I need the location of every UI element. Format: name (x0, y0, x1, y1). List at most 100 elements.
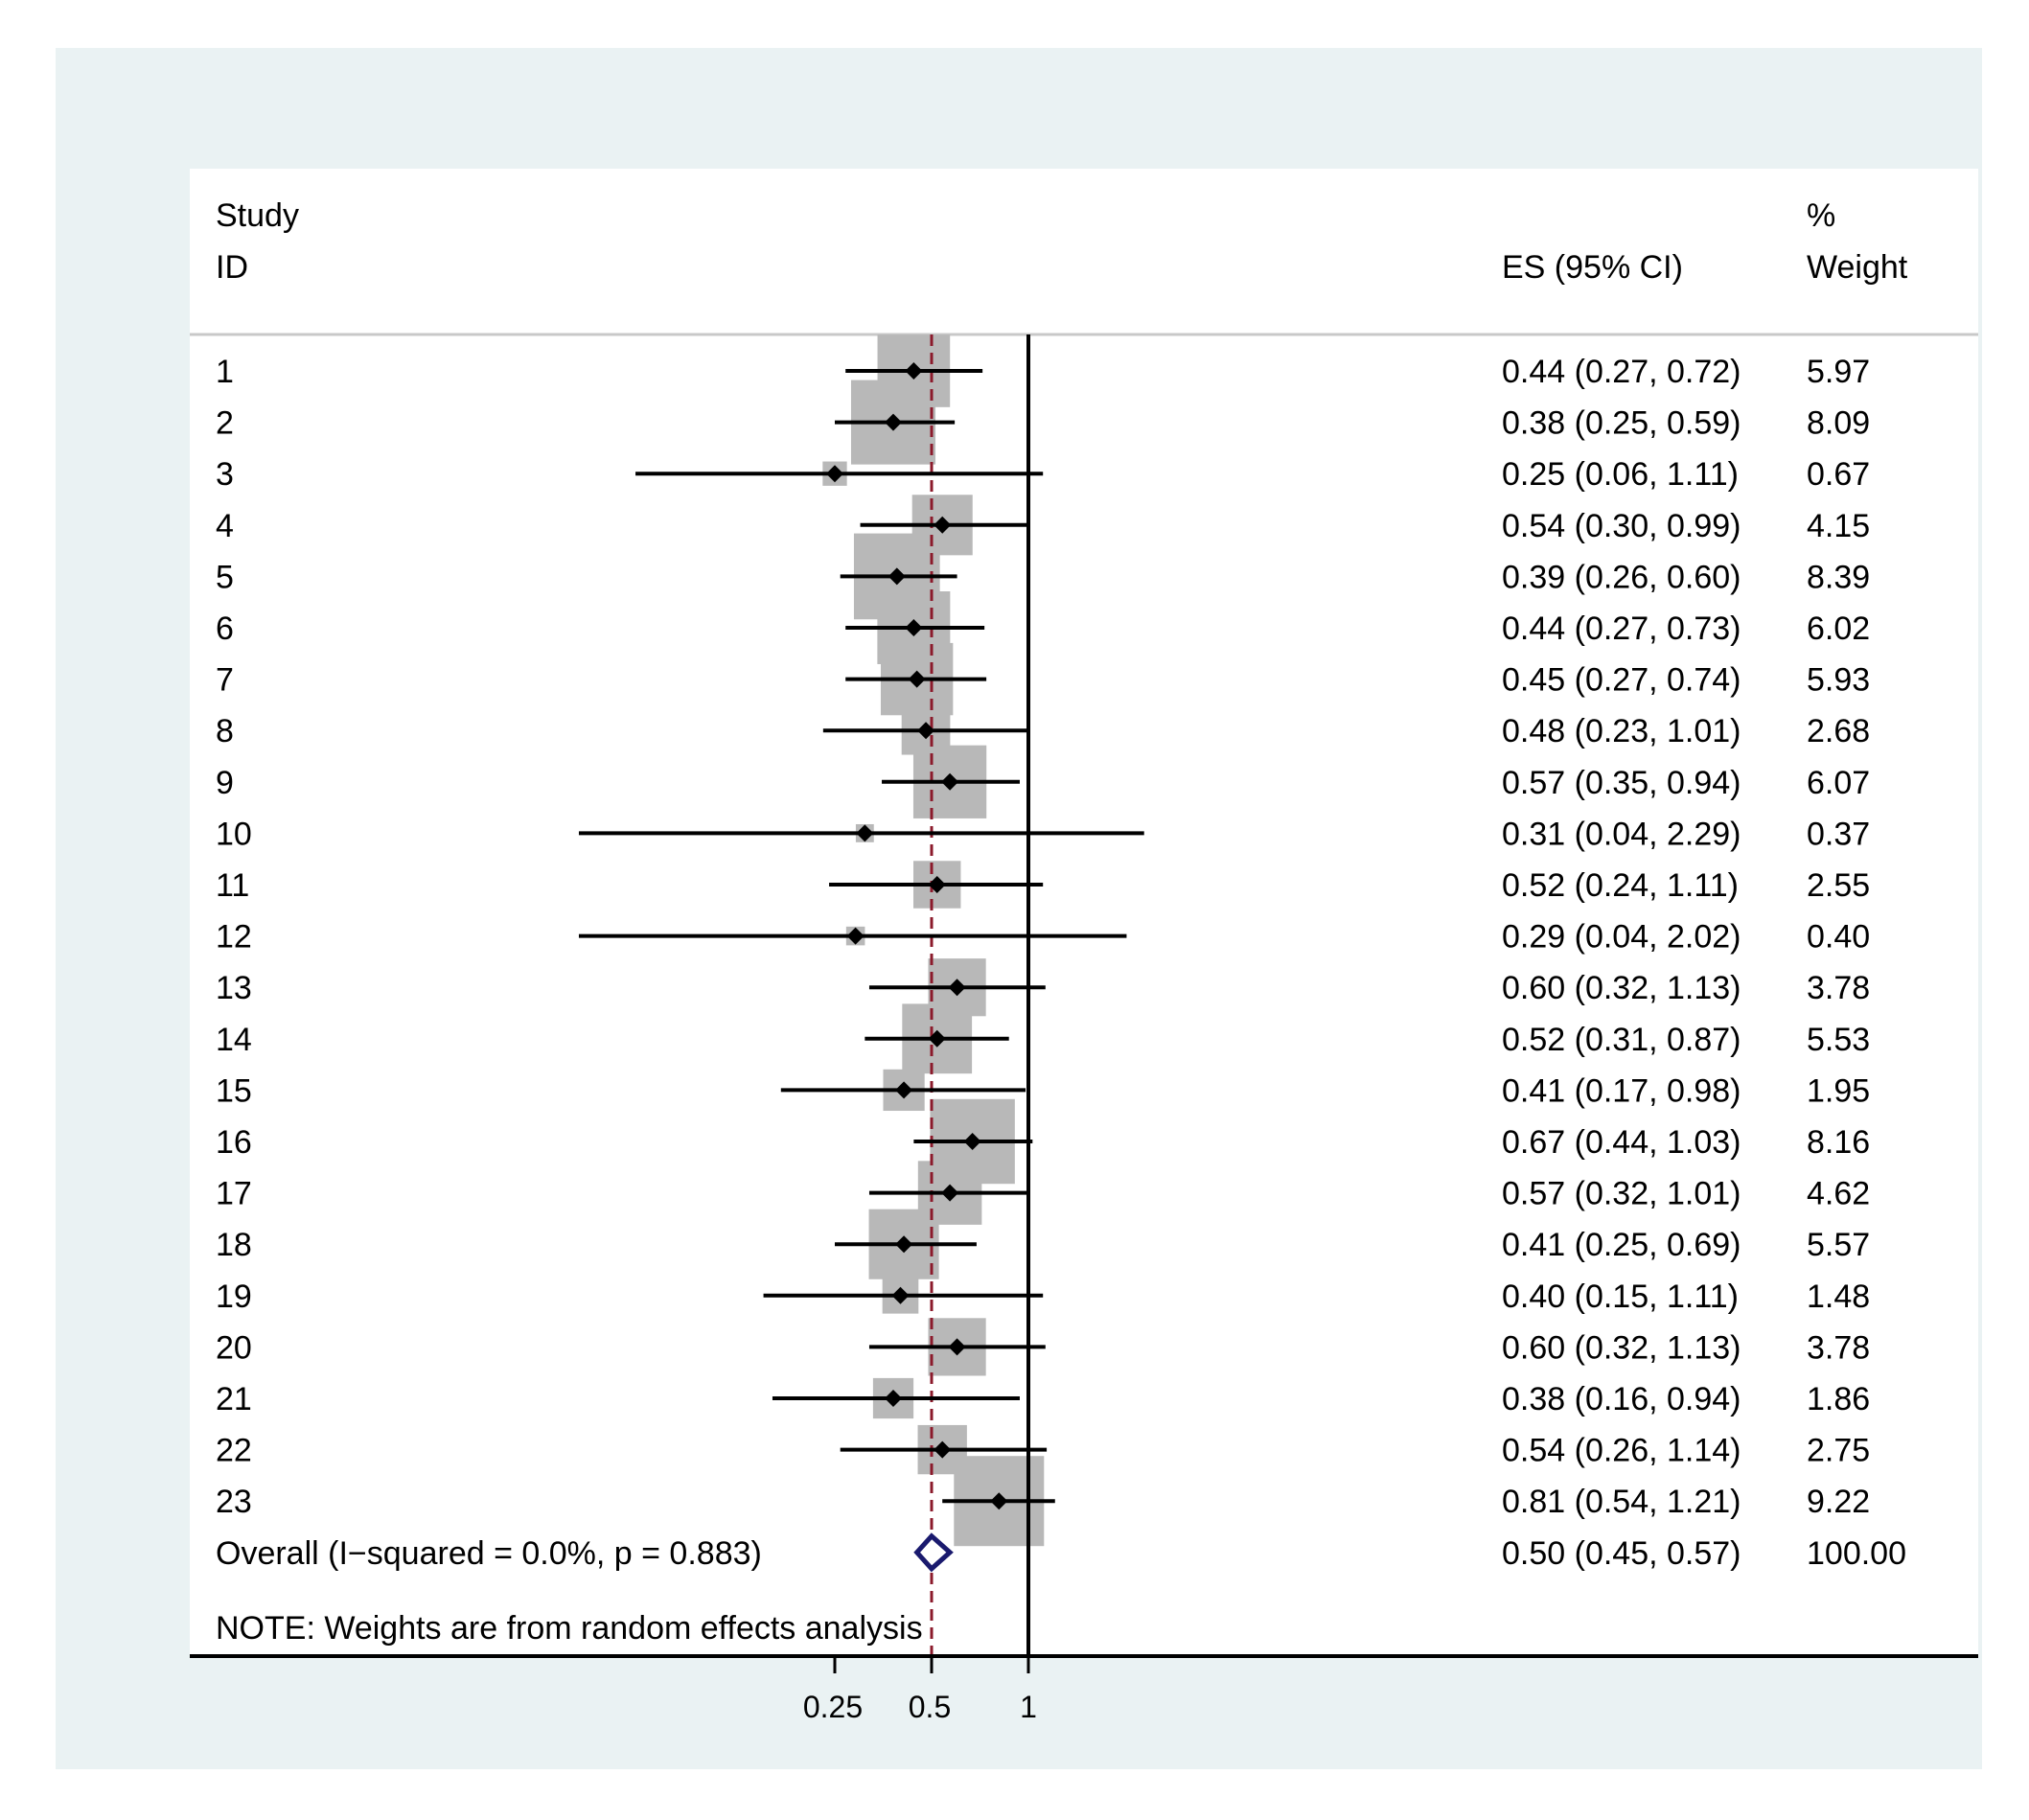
point-estimate-10 (856, 824, 874, 842)
study-id-8: 8 (216, 713, 234, 749)
overall-label: Overall (I−squared = 0.0%, p = 0.883) (216, 1535, 762, 1572)
study-id-16: 16 (216, 1124, 252, 1161)
forest-plot: Study ID ES (95% CI) % Weight 1 0.44 (0.2… (190, 197, 1978, 1658)
weight-1: 5.97 (1807, 354, 1870, 390)
es-ci-14: 0.52 (0.31, 0.87) (1502, 1022, 1741, 1058)
weight-7: 5.93 (1807, 662, 1870, 699)
weight-22: 2.75 (1807, 1433, 1870, 1469)
header-es: ES (95% CI) (1502, 249, 1683, 286)
header-id: ID (216, 249, 248, 286)
weight-3: 0.67 (1807, 456, 1870, 493)
point-estimate-9 (941, 772, 959, 791)
overall-es-ci: 0.50 (0.45, 0.57) (1502, 1535, 1741, 1572)
weight-15: 1.95 (1807, 1072, 1870, 1109)
study-id-13: 13 (216, 970, 252, 1006)
point-estimate-11 (928, 876, 946, 893)
es-ci-7: 0.45 (0.27, 0.74) (1502, 662, 1741, 699)
weight-19: 1.48 (1807, 1279, 1870, 1315)
es-ci-9: 0.57 (0.35, 0.94) (1502, 765, 1741, 801)
study-id-23: 23 (216, 1484, 252, 1520)
plot-area: Study ID ES (95% CI) % Weight 1 0.44 (0.2… (190, 169, 1978, 1658)
note-text: NOTE: Weights are from random effects an… (216, 1610, 923, 1647)
study-id-12: 12 (216, 919, 252, 956)
point-estimate-7 (908, 670, 926, 688)
es-ci-3: 0.25 (0.06, 1.11) (1502, 456, 1739, 493)
point-estimate-22 (934, 1440, 952, 1459)
es-ci-20: 0.60 (0.32, 1.13) (1502, 1329, 1741, 1366)
weight-14: 5.53 (1807, 1022, 1870, 1058)
header-percent: % (1807, 197, 1835, 234)
study-id-2: 2 (216, 405, 234, 442)
weight-9: 6.07 (1807, 765, 1870, 801)
study-id-15: 15 (216, 1072, 252, 1109)
point-estimate-12 (846, 927, 865, 945)
weight-6: 6.02 (1807, 611, 1870, 647)
point-estimate-20 (948, 1338, 966, 1356)
point-estimate-2 (885, 413, 903, 431)
weight-13: 3.78 (1807, 970, 1870, 1006)
point-estimate-18 (895, 1235, 913, 1254)
point-estimate-15 (895, 1081, 913, 1099)
weight-11: 2.55 (1807, 867, 1870, 904)
weight-10: 0.37 (1807, 816, 1870, 852)
study-id-21: 21 (216, 1381, 252, 1417)
weight-21: 1.86 (1807, 1381, 1870, 1417)
es-ci-15: 0.41 (0.17, 0.98) (1502, 1072, 1741, 1109)
weight-20: 3.78 (1807, 1329, 1870, 1366)
chart-background: Study ID ES (95% CI) % Weight 1 0.44 (0.2… (56, 48, 1982, 1769)
point-estimate-23 (990, 1492, 1008, 1510)
weight-23: 9.22 (1807, 1484, 1870, 1520)
study-id-17: 17 (216, 1176, 252, 1212)
study-id-11: 11 (216, 867, 249, 904)
study-id-10: 10 (216, 816, 252, 852)
study-id-20: 20 (216, 1329, 252, 1366)
study-id-19: 19 (216, 1279, 252, 1315)
es-ci-19: 0.40 (0.15, 1.11) (1502, 1279, 1739, 1315)
es-ci-23: 0.81 (0.54, 1.21) (1502, 1484, 1741, 1520)
study-id-9: 9 (216, 765, 234, 801)
point-estimate-19 (891, 1286, 910, 1304)
study-id-7: 7 (216, 662, 234, 699)
overall-diamond (913, 1532, 954, 1573)
weight-17: 4.62 (1807, 1176, 1870, 1212)
weight-12: 0.40 (1807, 919, 1870, 956)
es-ci-13: 0.60 (0.32, 1.13) (1502, 970, 1741, 1006)
es-ci-10: 0.31 (0.04, 2.29) (1502, 816, 1741, 852)
study-id-18: 18 (216, 1227, 252, 1263)
study-id-3: 3 (216, 456, 234, 493)
point-estimate-8 (917, 722, 935, 740)
es-ci-1: 0.44 (0.27, 0.72) (1502, 354, 1741, 390)
point-estimate-3 (826, 465, 843, 483)
study-id-5: 5 (216, 559, 234, 595)
header-study: Study (216, 197, 299, 234)
es-ci-4: 0.54 (0.30, 0.99) (1502, 508, 1741, 544)
point-estimate-1 (905, 362, 923, 380)
point-estimate-21 (885, 1390, 903, 1407)
weight-2: 8.09 (1807, 405, 1870, 442)
weight-4: 4.15 (1807, 508, 1870, 544)
weight-18: 5.57 (1807, 1227, 1870, 1263)
point-estimate-5 (888, 567, 906, 586)
point-estimate-17 (941, 1184, 959, 1202)
es-ci-21: 0.38 (0.16, 0.94) (1502, 1381, 1741, 1417)
es-ci-12: 0.29 (0.04, 2.02) (1502, 919, 1741, 956)
study-id-14: 14 (216, 1022, 252, 1058)
header-weight: Weight (1807, 249, 1908, 286)
point-estimate-16 (963, 1133, 981, 1150)
study-id-1: 1 (216, 354, 234, 390)
es-ci-2: 0.38 (0.25, 0.59) (1502, 405, 1741, 442)
point-estimate-14 (928, 1029, 946, 1048)
es-ci-5: 0.39 (0.26, 0.60) (1502, 559, 1741, 595)
es-ci-22: 0.54 (0.26, 1.14) (1502, 1433, 1741, 1469)
weight-8: 2.68 (1807, 713, 1870, 749)
es-ci-18: 0.41 (0.25, 0.69) (1502, 1227, 1741, 1263)
study-id-22: 22 (216, 1433, 252, 1469)
weight-16: 8.16 (1807, 1124, 1870, 1161)
es-ci-16: 0.67 (0.44, 1.03) (1502, 1124, 1741, 1161)
es-ci-8: 0.48 (0.23, 1.01) (1502, 713, 1741, 749)
es-ci-6: 0.44 (0.27, 0.73) (1502, 611, 1741, 647)
point-estimate-6 (905, 619, 923, 636)
weight-5: 8.39 (1807, 559, 1870, 595)
study-id-4: 4 (216, 508, 234, 544)
es-ci-11: 0.52 (0.24, 1.11) (1502, 867, 1739, 904)
